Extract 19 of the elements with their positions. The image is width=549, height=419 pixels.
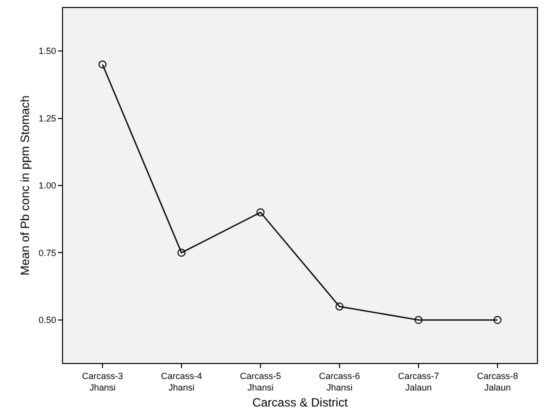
point bbox=[178, 248, 186, 257]
x-tick-label: Carcass-8 Jalaun bbox=[476, 370, 518, 392]
point bbox=[494, 316, 502, 324]
y-axis-title: Mean of Pb conc in ppm Stomach bbox=[18, 95, 32, 276]
x-tick-label: Carcass-6 Jhansi bbox=[318, 370, 360, 392]
y-tick-label: 0.75 bbox=[38, 248, 56, 258]
point bbox=[98, 60, 106, 68]
point bbox=[256, 208, 264, 216]
y-tick-label: 1.25 bbox=[38, 113, 56, 124]
y-tick-label: 0.50 bbox=[38, 315, 56, 326]
x-tick-label: Carcass-5 Jhansi bbox=[240, 370, 282, 392]
x-axis-title: Carcass & District bbox=[252, 395, 348, 410]
x-tick-label: Carcass-7 Jalaun bbox=[398, 370, 440, 392]
y-tick-label: 1.00 bbox=[38, 180, 56, 191]
point bbox=[336, 302, 344, 311]
x-tick-label: Carcass-3 Jhansi bbox=[82, 370, 124, 392]
x-tick-label: Carcass-4 Jhansi bbox=[160, 370, 202, 392]
y-tick-label: 1.50 bbox=[38, 46, 56, 56]
point bbox=[414, 316, 422, 324]
